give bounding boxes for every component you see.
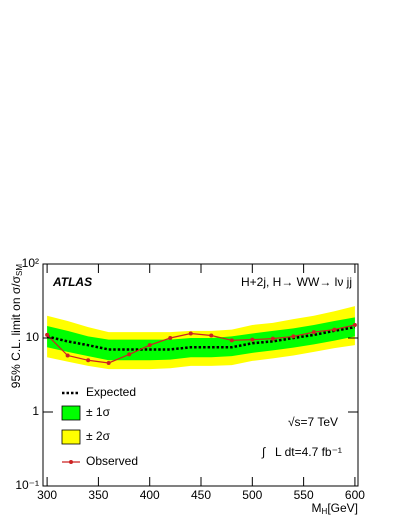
process-label: H+2j, H→ WW→ lν jj (241, 275, 352, 289)
marker (250, 337, 255, 342)
marker (229, 338, 234, 343)
marker (147, 343, 152, 348)
marker (65, 353, 70, 358)
integral-sign: ∫ (261, 445, 266, 459)
marker (86, 358, 91, 363)
marker (127, 352, 132, 357)
y-axis-label: 95% C.L. limit on σ/σSM (9, 264, 24, 389)
legend-swatch (61, 429, 81, 445)
x-tick-label: 350 (88, 488, 108, 502)
legend-label: ± 2σ (86, 429, 111, 443)
line (46, 324, 356, 364)
x-axis-label-part: M (312, 501, 322, 515)
marker (168, 336, 173, 340)
legend-label: Expected (86, 385, 136, 399)
x-tick-label: 300 (37, 488, 57, 502)
y-tick-label: 1 (32, 404, 39, 418)
marker (332, 327, 337, 332)
y-axis-label-part: SM (15, 264, 24, 276)
y-tick-label: 10⁻¹ (15, 478, 39, 492)
frame (42, 263, 359, 487)
marker (270, 336, 275, 341)
x-axis-label-part: [GeV] (327, 501, 358, 515)
marker (188, 331, 193, 336)
line (46, 325, 356, 351)
x-tick-label: 500 (242, 488, 262, 502)
lumi-label: L dt=4.7 fb⁻¹ (275, 445, 342, 459)
energy-label: √s=7 TeV (288, 415, 338, 429)
legend-label: ± 1σ (86, 405, 111, 419)
experiment-label: ATLAS (52, 275, 92, 289)
legend-marker (69, 460, 73, 464)
x-axis-label: MH[GeV] (312, 501, 358, 516)
marker (291, 334, 296, 339)
marker (311, 330, 316, 335)
marker (209, 333, 214, 338)
marker (45, 332, 50, 337)
y-axis-label-part: 95% C.L. limit on σ/σ (9, 275, 23, 388)
x-tick-label: 550 (294, 488, 314, 502)
x-tick-label: 600 (345, 488, 365, 502)
legend-label: Observed (86, 454, 138, 468)
x-axis-label-part: H (322, 507, 328, 516)
x-tick-label: 400 (140, 488, 160, 502)
marker (352, 322, 357, 327)
y-tick-label: 10² (22, 256, 39, 270)
legend-swatch (61, 405, 81, 421)
y-tick-label: 10 (26, 330, 40, 344)
x-tick-label: 450 (191, 488, 211, 502)
marker (106, 360, 111, 365)
